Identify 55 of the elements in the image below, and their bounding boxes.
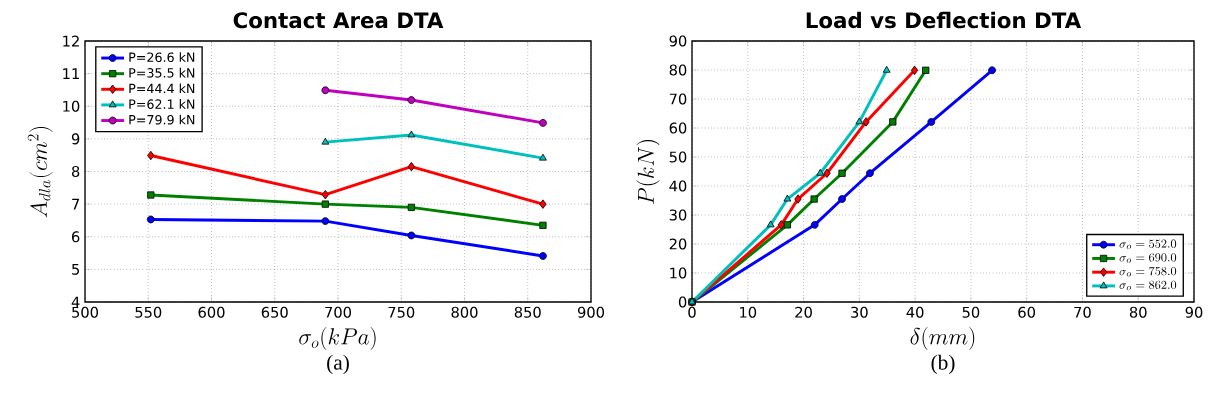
y-tick-label: 12 [63, 35, 79, 47]
x-tick-label: 500 [72, 306, 99, 318]
y-tick-label: 8 [71, 165, 80, 178]
x-axis-title: $\delta(mm)$ [910, 326, 975, 350]
x-tick-label: 90 [1185, 306, 1203, 318]
legend-label: $\sigma_o=862.0$ [1119, 280, 1177, 291]
chart-title: Contact Area DTA [233, 12, 444, 29]
x-tick-label: 10 [740, 306, 757, 318]
y-axis-title: $A_{dla}(cm^2)$ [27, 126, 53, 218]
x-tick-label: 850 [514, 306, 541, 318]
legend-label: $\sigma_o=552.0$ [1119, 239, 1177, 249]
x-tick-label: 600 [198, 306, 225, 318]
chart-title: Load vs Deflection DTA [806, 11, 1082, 29]
legend-label: $\sigma_o=758.0$ [1119, 266, 1177, 277]
text: (b) [931, 354, 955, 375]
y-tick-label: 70 [669, 93, 687, 105]
x-tick-label: 550 [135, 306, 162, 318]
y-tick-label: 80 [669, 64, 687, 76]
y-tick-label: 60 [669, 122, 687, 134]
y-tick-label: 7 [72, 198, 80, 210]
legend-label: P=35.5 kN [129, 67, 195, 78]
y-tick-label: 90 [669, 35, 687, 47]
y-tick-label: 10 [63, 100, 80, 112]
legend-label: $\sigma_o=690.0$ [1119, 253, 1177, 263]
x-tick-label: 40 [906, 306, 924, 318]
x-axis-title: $\sigma_o(kPa)$ [299, 326, 376, 350]
y-tick-label: 20 [669, 238, 687, 250]
y-tick-label: 5 [72, 263, 80, 275]
x-tick-label: 700 [325, 306, 352, 318]
x-tick-label: 70 [1074, 306, 1091, 318]
y-tick-label: 50 [669, 151, 687, 163]
x-tick-label: 30 [851, 306, 868, 318]
x-tick-label: 50 [962, 306, 980, 318]
y-tick-label: 30 [669, 209, 687, 221]
x-tick-label: 900 [577, 306, 605, 318]
x-tick-label: 750 [388, 306, 415, 318]
y-tick-label: 9 [71, 133, 80, 145]
y-tick-label: 10 [670, 267, 687, 279]
y-tick-label: 40 [669, 180, 687, 192]
legend-label: P=26.6 kN [129, 52, 195, 63]
legend-label: P=79.9 kN [129, 114, 195, 125]
text: (a) [327, 354, 349, 375]
x-tick-label: 80 [1129, 306, 1147, 318]
y-tick-label: 6 [71, 231, 80, 243]
y-tick-label: 4 [71, 296, 80, 308]
x-tick-label: 800 [451, 306, 478, 318]
legend-label: P=44.4 kN [129, 83, 195, 94]
x-tick-label: 650 [261, 306, 288, 318]
x-tick-label: 0 [688, 306, 696, 318]
y-axis-title: $P(kN)$ [636, 140, 660, 204]
y-tick-label: 11 [63, 68, 79, 79]
x-tick-label: 60 [1018, 306, 1036, 318]
x-tick-label: 20 [795, 306, 812, 318]
legend-label: P=62.1 kN [129, 99, 195, 109]
y-tick-label: 0 [678, 296, 687, 308]
